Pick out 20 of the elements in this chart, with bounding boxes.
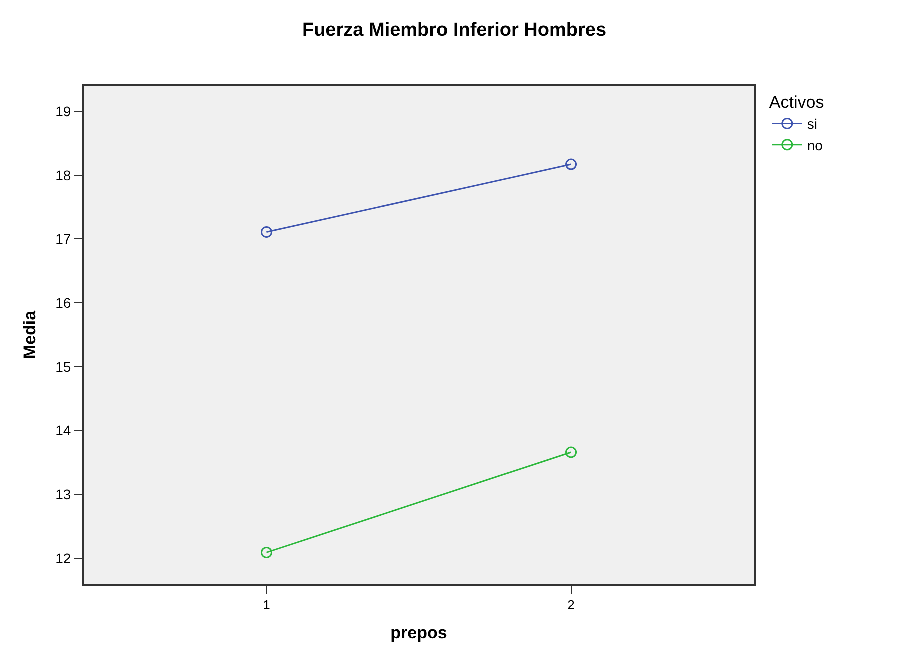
y-tick-label: 14 [56, 422, 72, 439]
x-tick-label: 1 [263, 598, 270, 613]
x-axis-title: prepos [390, 624, 448, 642]
y-axis-title: Media [20, 310, 40, 360]
legend-label: si [807, 116, 818, 132]
chart-title: Fuerza Miembro Inferior Hombres [302, 20, 607, 42]
y-tick-label: 17 [56, 231, 72, 248]
point [260, 546, 272, 558]
y-tick-label: 18 [56, 167, 72, 184]
y-tick-label: 15 [56, 358, 72, 375]
x-tick-label: 2 [568, 598, 575, 613]
point [566, 158, 578, 170]
y-tick-label: 12 [56, 550, 72, 566]
y-tick-label: 16 [56, 294, 72, 311]
y-tick-label: 19 [56, 103, 72, 120]
point [566, 446, 578, 458]
legend-title: Activos [769, 93, 824, 112]
legend-label: no [807, 137, 824, 154]
point [260, 226, 272, 238]
y-tick-label: 13 [56, 486, 72, 503]
